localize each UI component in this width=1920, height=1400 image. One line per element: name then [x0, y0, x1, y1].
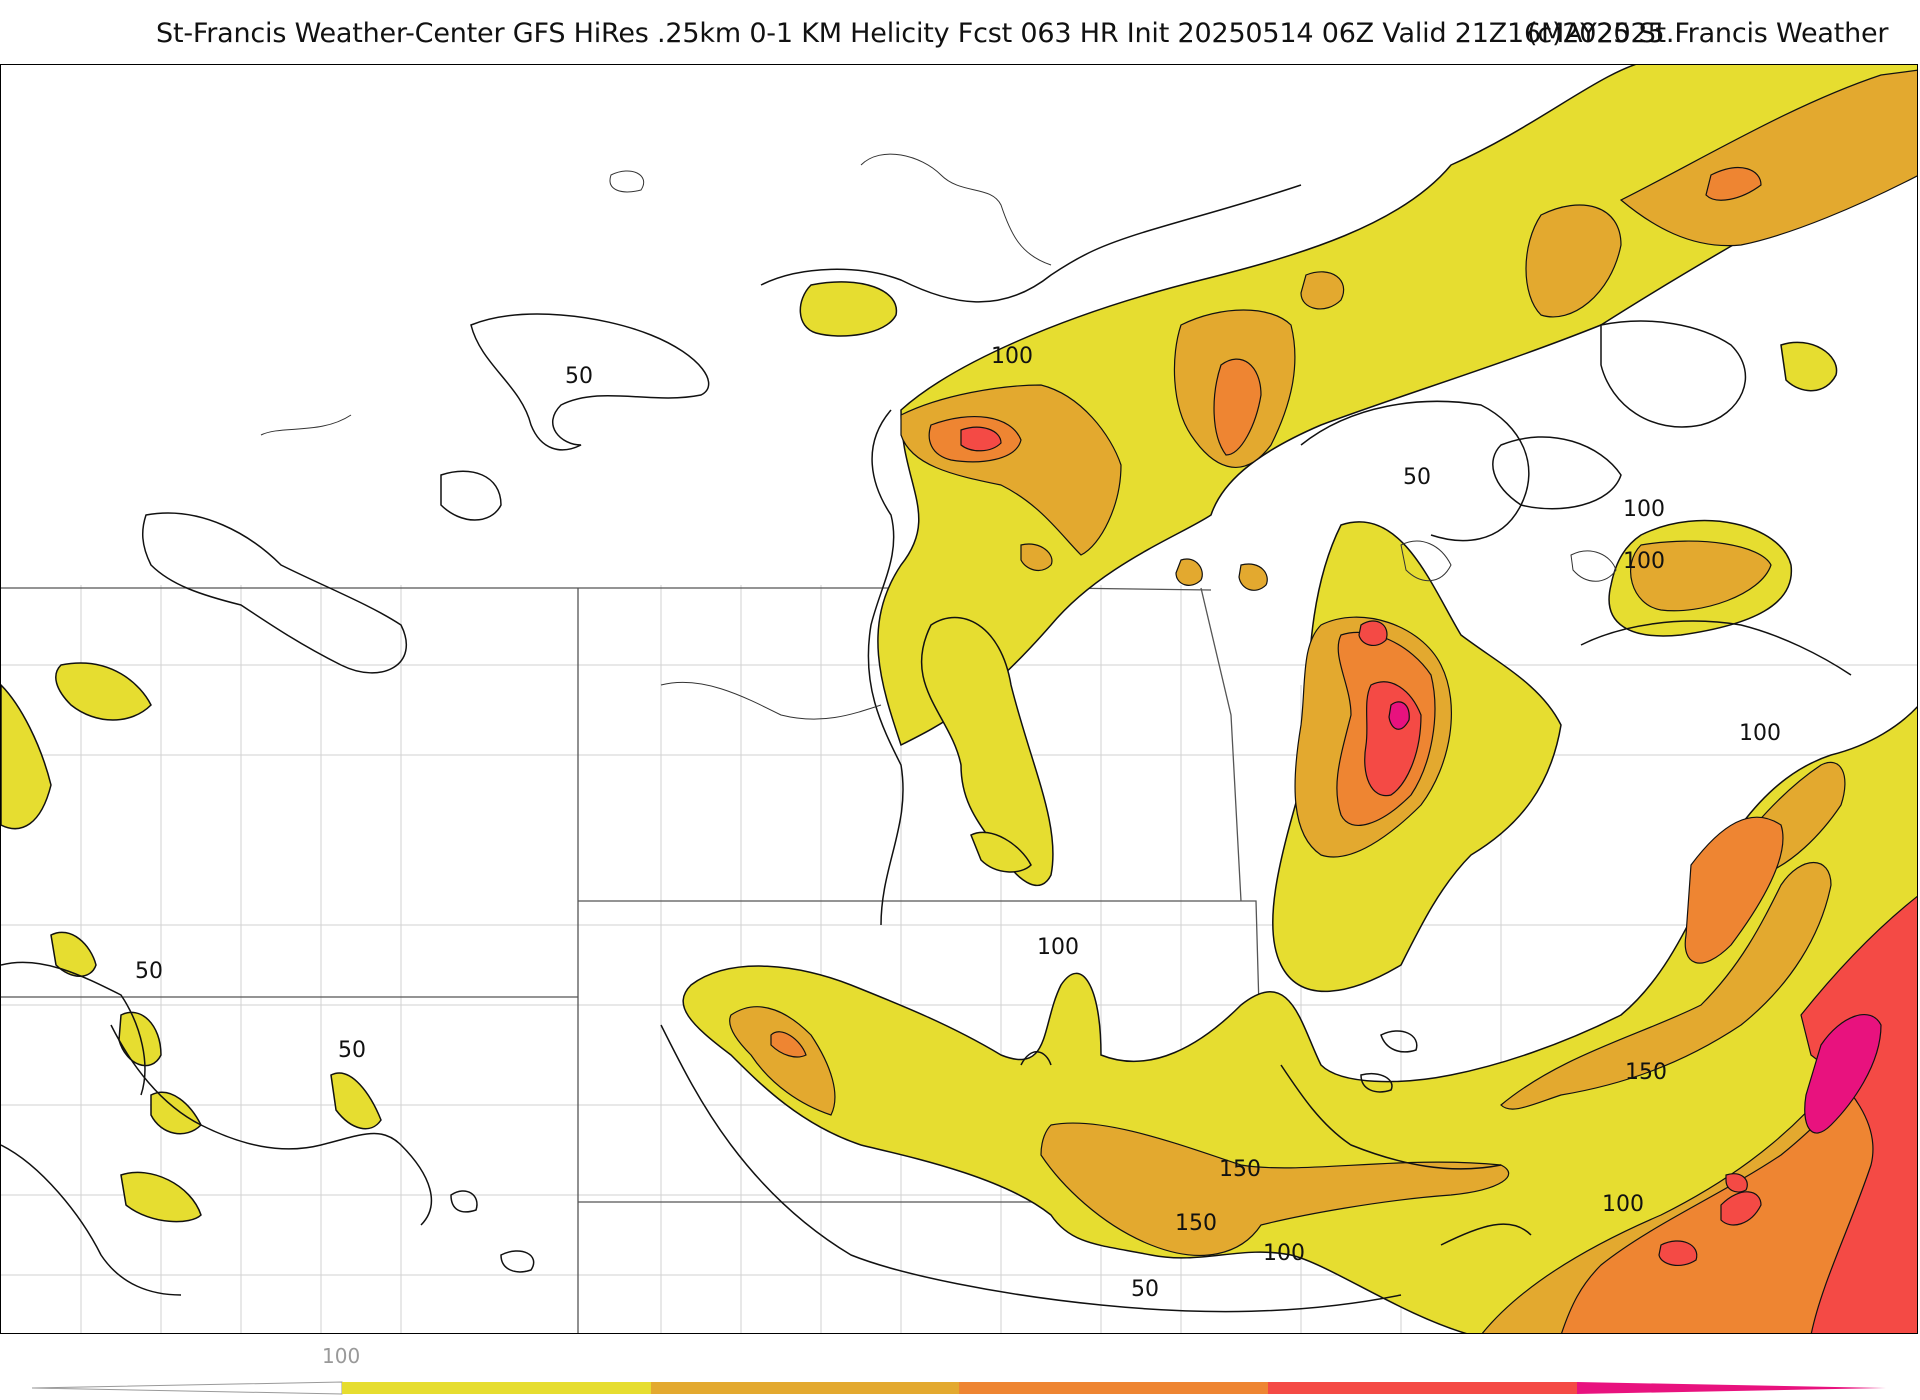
contour-label: 100	[1623, 497, 1665, 522]
helicity-map: 50 100 50 100 100 100 100 50 50 150 150 …	[0, 64, 1918, 1334]
helicity-300-fill	[1388, 701, 1882, 1134]
map-canvas: 50 100 50 100 100 100 100 50 50 150 150 …	[1, 65, 1917, 1333]
helicity-contour-lines	[1, 184, 1852, 1313]
contour-label: 50	[135, 959, 163, 984]
contour-label: 100	[1739, 721, 1781, 746]
legend-swatch	[342, 1382, 651, 1394]
contour-label: 50	[338, 1038, 366, 1063]
map-title: St-Francis Weather-Center GFS HiRes .25k…	[0, 14, 1920, 54]
helicity-100-fill	[1, 65, 1917, 1333]
title-text: St-Francis Weather-Center GFS HiRes .25k…	[156, 18, 1665, 49]
contour-label: 100	[1623, 549, 1665, 574]
contour-labels: 50 100 50 100 100 100 100 50 50 150 150 …	[135, 344, 1781, 1302]
contour-label: 100	[1037, 935, 1079, 960]
contour-label: 100	[1602, 1192, 1644, 1217]
legend-arrow-low	[31, 1381, 343, 1395]
contour-label: 100	[1263, 1241, 1305, 1266]
copyright-text: (c)2025 St.Francis Weather	[1527, 18, 1889, 49]
contour-label: 100	[991, 344, 1033, 369]
color-legend: 100	[0, 1340, 1920, 1400]
contour-label: 150	[1175, 1211, 1217, 1236]
legend-swatch	[1268, 1382, 1577, 1394]
contour-label: 50	[1131, 1277, 1159, 1302]
water-features	[260, 153, 1617, 720]
contour-label: 50	[565, 364, 593, 389]
contour-label: 50	[1403, 465, 1431, 490]
legend-swatch	[959, 1382, 1268, 1394]
legend-tick-label: 100	[322, 1344, 361, 1368]
contour-label: 150	[1625, 1060, 1667, 1085]
contour-label: 150	[1219, 1157, 1261, 1182]
legend-swatch	[651, 1382, 959, 1394]
legend-arrow-high	[1577, 1382, 1886, 1394]
legend-bar	[31, 1381, 1886, 1395]
